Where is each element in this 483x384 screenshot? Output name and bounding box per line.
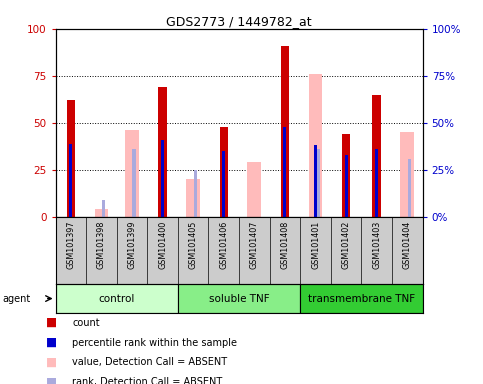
Bar	[284, 127, 286, 217]
Bar	[408, 159, 412, 217]
Text: GSM101403: GSM101403	[372, 220, 381, 268]
Text: GSM101397: GSM101397	[66, 220, 75, 269]
Bar	[56, 284, 178, 313]
Bar	[316, 149, 320, 217]
Bar	[102, 200, 105, 217]
Bar	[178, 284, 300, 313]
Bar	[377, 155, 381, 217]
Text: ■: ■	[46, 316, 57, 329]
Text: GSM101408: GSM101408	[281, 220, 289, 268]
Text: control: control	[99, 293, 135, 304]
Bar	[372, 94, 381, 217]
Text: soluble TNF: soluble TNF	[209, 293, 270, 304]
Text: agent: agent	[2, 293, 30, 304]
Text: GSM101401: GSM101401	[311, 220, 320, 268]
Text: GSM101404: GSM101404	[403, 220, 412, 268]
Bar	[70, 144, 72, 217]
Bar	[222, 151, 225, 217]
Bar	[125, 131, 139, 217]
Title: GDS2773 / 1449782_at: GDS2773 / 1449782_at	[166, 15, 312, 28]
Text: GSM101406: GSM101406	[219, 220, 228, 268]
Text: GSM101400: GSM101400	[158, 220, 167, 268]
Bar	[132, 149, 136, 217]
Text: GSM101399: GSM101399	[128, 220, 137, 269]
Text: GSM101398: GSM101398	[97, 220, 106, 269]
Text: ■: ■	[46, 356, 57, 369]
Text: GSM101405: GSM101405	[189, 220, 198, 269]
Text: percentile rank within the sample: percentile rank within the sample	[72, 338, 238, 348]
Bar	[186, 179, 200, 217]
Bar	[67, 100, 75, 217]
Bar	[158, 87, 167, 217]
Text: value, Detection Call = ABSENT: value, Detection Call = ABSENT	[72, 358, 227, 367]
Bar	[95, 209, 108, 217]
Bar	[375, 149, 378, 217]
Text: rank, Detection Call = ABSENT: rank, Detection Call = ABSENT	[72, 377, 223, 384]
Bar	[314, 146, 317, 217]
Bar	[300, 284, 423, 313]
Bar	[247, 162, 261, 217]
Text: GSM101402: GSM101402	[341, 220, 351, 269]
Text: ■: ■	[46, 376, 57, 384]
Bar	[281, 46, 289, 217]
Bar	[219, 127, 228, 217]
Bar	[345, 155, 348, 217]
Bar	[309, 74, 323, 217]
Bar	[161, 140, 164, 217]
Text: transmembrane TNF: transmembrane TNF	[308, 293, 415, 304]
Bar	[194, 170, 197, 217]
Bar	[342, 134, 351, 217]
Bar	[400, 132, 414, 217]
Text: ■: ■	[46, 336, 57, 349]
Text: GSM101407: GSM101407	[250, 220, 259, 269]
Text: count: count	[72, 318, 100, 328]
